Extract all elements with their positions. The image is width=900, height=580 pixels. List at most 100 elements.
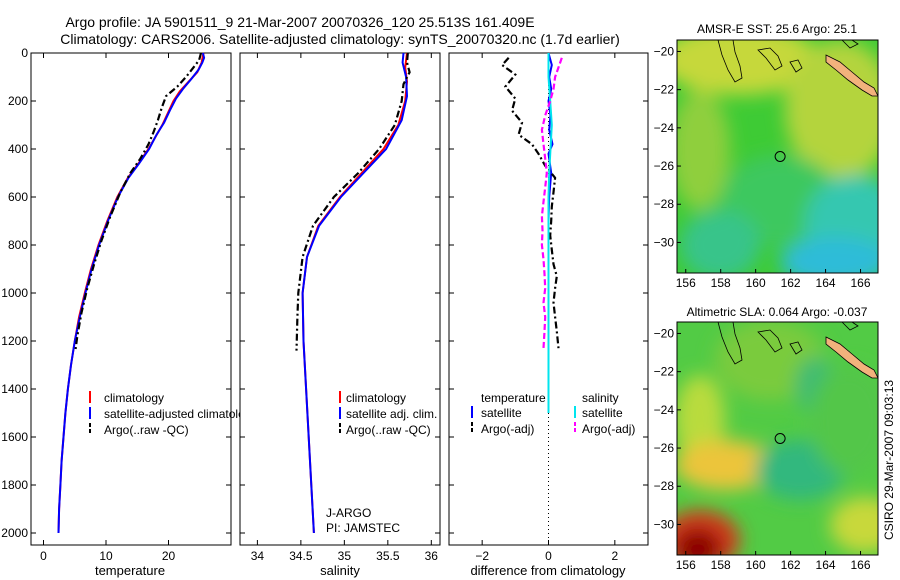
sla-high-region	[830, 497, 878, 553]
credit-label: CSIRO 29-Mar-2007 09:03:13	[882, 380, 896, 540]
legend-label-argo: Argo(..raw -QC)	[346, 423, 431, 437]
x-tick-label: 162	[781, 276, 801, 290]
y-tick-label: 400	[8, 142, 28, 156]
sla-color-field	[677, 322, 878, 555]
difference-panel: −2 0 2 difference from climatology tempera…	[448, 52, 649, 578]
x-tick-label: 34.5	[289, 549, 313, 563]
x-tick-label: 166	[851, 558, 871, 572]
y-tick-label: −26	[654, 441, 675, 455]
salinity-xlabel: salinity	[320, 563, 360, 578]
legend-label-satellite: satellite-adjusted climatology	[104, 407, 257, 421]
sst-coastlines	[717, 40, 859, 83]
salinity-ticks: 34 34.5 35 35.5 36	[240, 52, 440, 563]
x-tick-label: 2	[611, 549, 618, 563]
y-tick-label: 600	[8, 190, 28, 204]
y-tick-label: −22	[654, 365, 675, 379]
y-tick-label: 1400	[1, 382, 28, 396]
y-tick-label: 1000	[1, 286, 28, 300]
x-tick-label: 36	[425, 549, 439, 563]
x-tick-label: 156	[676, 276, 696, 290]
salinity-axes	[239, 52, 441, 546]
x-tick-label: −2	[475, 549, 489, 563]
figure-title-line1: Argo profile: JA 5901511_9 21-Mar-2007 2…	[65, 14, 534, 30]
y-tick-label: 1600	[1, 430, 28, 444]
legend-label-temperature-satellite: satellite	[481, 406, 522, 420]
salinity-annotation-line2: PI: JAMSTEC	[326, 521, 400, 535]
y-tick-label: −28	[654, 197, 675, 211]
y-tick-label: 200	[8, 94, 28, 108]
salinity-series	[295, 52, 411, 534]
x-tick-label: 34	[251, 549, 265, 563]
salinity-panel: 34 34.5 35 35.5 36 salinity climatology sate…	[239, 52, 441, 578]
y-tick-label: −26	[654, 159, 675, 173]
x-tick-label: 160	[746, 276, 766, 290]
series-line-argo-raw-qc	[74, 52, 203, 351]
x-tick-label: 158	[711, 276, 731, 290]
difference-ticks: −2 0 2	[449, 52, 648, 563]
argo-profile-marker	[774, 151, 786, 162]
x-tick-label: 35.5	[376, 549, 400, 563]
sst-warm-region	[677, 40, 820, 95]
legend-label-climatology: climatology	[346, 391, 406, 405]
sst-cool-region	[780, 237, 878, 273]
difference-series	[500, 52, 563, 413]
series-line-salinity-argo-adj	[540, 57, 563, 349]
figure-title-line2: Climatology: CARS2006. Satellite-adjuste…	[60, 31, 620, 47]
x-tick-label: 0	[545, 549, 552, 563]
temperature-xlabel: temperature	[95, 563, 165, 578]
temperature-panel: 0 10 2002004006008001000120014001600180020…	[1, 46, 257, 578]
x-tick-label: 164	[816, 558, 836, 572]
x-tick-label: 160	[746, 558, 766, 572]
salinity-annotation-line1: J-ARGO	[326, 506, 371, 520]
x-tick-label: 164	[816, 276, 836, 290]
sla-low-region	[810, 365, 878, 475]
x-tick-label: 158	[711, 558, 731, 572]
new-caledonia-landmass	[825, 54, 878, 97]
x-tick-label: 35	[338, 549, 352, 563]
x-tick-label: 162	[781, 558, 801, 572]
series-line-satellite-adj-clim	[301, 52, 409, 534]
y-tick-label: −22	[654, 83, 675, 97]
y-tick-label: 1200	[1, 334, 28, 348]
legend-header-temperature: temperature	[481, 391, 546, 405]
x-tick-label: 0	[40, 549, 47, 563]
series-line-salinity-satellite	[547, 53, 553, 413]
difference-xlabel: difference from climatology	[470, 563, 626, 578]
x-tick-label: 166	[851, 276, 871, 290]
legend-label-salinity-satellite: satellite	[582, 406, 623, 420]
y-tick-label: 1800	[1, 478, 28, 492]
y-tick-label: −30	[654, 235, 675, 249]
sst-warm-region	[677, 90, 730, 210]
salinity-legend: climatology satellite adj. clim. Argo(..…	[339, 391, 437, 437]
sla-map-frame	[676, 321, 879, 556]
series-line-argo-raw-qc	[295, 52, 411, 351]
sst-map-panel: AMSR-E SST: 25.6 Argo: 25.1 156 158 160 16	[654, 22, 879, 290]
temperature-ticks: 0 10 2002004006008001000120014001600180020…	[1, 46, 231, 563]
y-tick-label: −24	[654, 403, 675, 417]
sst-map-frame	[676, 39, 879, 274]
x-tick-label: 20	[162, 549, 176, 563]
y-tick-label: 0	[21, 46, 28, 60]
legend-label-argo: Argo(..raw -QC)	[104, 423, 189, 437]
y-tick-label: 800	[8, 238, 28, 252]
sst-map-ticks: 156 158 160 162 164 166 −20 −22 −24 −26 −28 −30	[654, 44, 871, 290]
y-tick-label: −20	[654, 326, 675, 340]
x-tick-label: 156	[676, 558, 696, 572]
temperature-axes	[30, 52, 232, 546]
x-tick-label: 10	[99, 549, 113, 563]
legend-label-climatology: climatology	[104, 391, 164, 405]
temperature-series	[57, 52, 206, 534]
sla-coastlines	[717, 322, 859, 365]
sla-map-panel: Altimetric SLA: 0.064 Argo: -0.037	[654, 305, 879, 572]
y-tick-label: 2000	[1, 526, 28, 540]
legend-label-satellite: satellite adj. clim.	[346, 407, 437, 421]
y-tick-label: −24	[654, 121, 675, 135]
sla-peak-region	[677, 528, 722, 555]
new-caledonia-landmass	[825, 336, 878, 379]
sst-color-field	[677, 40, 878, 273]
legend-label-salinity-argo: Argo(-adj)	[582, 422, 635, 436]
argo-profile-marker	[774, 433, 786, 444]
y-tick-label: −30	[654, 517, 675, 531]
sla-high-region	[677, 440, 775, 490]
